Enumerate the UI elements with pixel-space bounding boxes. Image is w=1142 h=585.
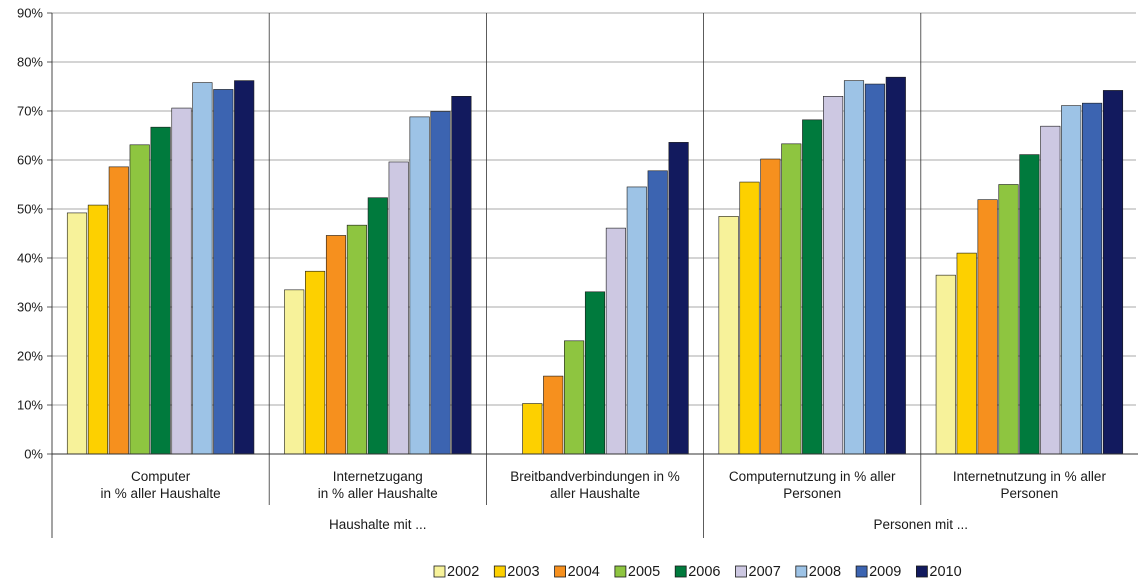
bar-2004 [977,199,998,455]
legend-label: 2002 [447,564,479,580]
category-label: Internetzugang in % aller Haushalte [318,469,438,501]
bar-2010 [451,96,472,455]
y-tick-label: 40% [17,251,43,266]
bar-2007 [171,107,192,455]
bar-2006 [584,291,606,455]
bar-2002 [66,212,88,455]
y-tick-label: 70% [17,104,43,119]
bar-2005 [346,224,367,455]
bar-2004 [325,235,347,455]
bar-2008 [843,80,865,455]
y-tick-label: 80% [17,55,43,70]
bar-2009 [430,111,451,455]
legend-swatch-2005 [614,565,627,578]
bar-2005 [564,340,585,455]
bar-2008 [409,116,430,455]
legend-swatch-2009 [855,565,868,578]
bar-2009 [213,89,234,455]
bar-2005 [781,143,802,455]
bar-2008 [626,186,647,455]
bar-2004 [543,375,564,455]
bar-2003 [87,204,108,455]
bar-2007 [388,161,409,455]
bar-2003 [739,181,760,455]
category-label: Computer in % aller Haushalte [101,469,221,501]
bar-2002 [718,216,739,455]
y-tick-label: 50% [17,202,43,217]
bar-2009 [1082,102,1103,455]
bar-2006 [1019,154,1040,455]
group-label: Personen mit ... [874,517,969,532]
bar-2007 [605,227,626,455]
bar-2010 [668,142,689,455]
category-label: Breitbandverbindungen in % aller Haushalt… [510,469,680,501]
bar-2010 [885,76,906,455]
legend-swatch-2004 [554,565,566,578]
bar-2010 [234,80,255,455]
bar-2004 [108,166,129,455]
legend-label: 2010 [929,564,961,580]
legend-label: 2009 [869,564,901,580]
legend-swatch-2003 [493,565,506,578]
bar-2005 [998,184,1019,455]
y-tick-label: 0% [24,447,43,462]
category-labels: Computer in % aller Haushalte Internetzuga… [101,469,1107,501]
legend-label: 2004 [568,564,600,580]
y-tick-label: 30% [17,300,43,315]
legend-swatch-2008 [795,565,808,578]
bar-2006 [150,126,171,455]
legend-swatch-2002 [433,565,446,578]
legend-swatch-2010 [916,565,928,578]
bar-2004 [760,158,781,455]
y-tick-label: 60% [17,153,43,168]
legend-label: 2008 [809,564,841,580]
group-label: Haushalte mit ... [329,517,427,532]
legend: 2002 2003 2004 2005 2006 2007 2008 2009 2010 [433,564,962,580]
y-axis-ticks: 0% 10% 20% 30% 40% 50% 60% 70% 80% 90% [17,6,52,462]
group-labels: Haushalte mit ... Personen mit ... [329,505,968,538]
legend-swatch-2006 [674,565,687,578]
bar-2009 [864,83,885,455]
axes [51,13,1138,538]
legend-label: 2007 [749,564,781,580]
bar-2003 [956,252,977,455]
y-tick-label: 20% [17,349,43,364]
legend-label: 2003 [507,564,539,580]
bar-2007 [823,96,844,455]
bars [66,76,1124,455]
bar-2008 [1061,105,1082,455]
legend-swatch-2007 [735,565,747,578]
category-label: Internetnutzung in % aller Personen [953,469,1107,501]
bar-2006 [802,119,823,455]
category-label: Computernutzung in % aller Personen [729,469,896,501]
bar-2008 [192,82,213,455]
bar-2006 [367,197,388,455]
bar-2002 [284,289,305,455]
bar-2003 [305,270,326,455]
y-tick-label: 90% [17,6,43,21]
bar-2003 [522,403,543,455]
bar-2007 [1040,125,1061,455]
legend-label: 2006 [688,564,720,580]
bar-2009 [647,170,668,455]
legend-label: 2005 [628,564,660,580]
bar-2002 [935,274,956,455]
y-tick-label: 10% [17,398,43,413]
bar-2005 [129,144,150,455]
bar-2010 [1102,90,1124,455]
